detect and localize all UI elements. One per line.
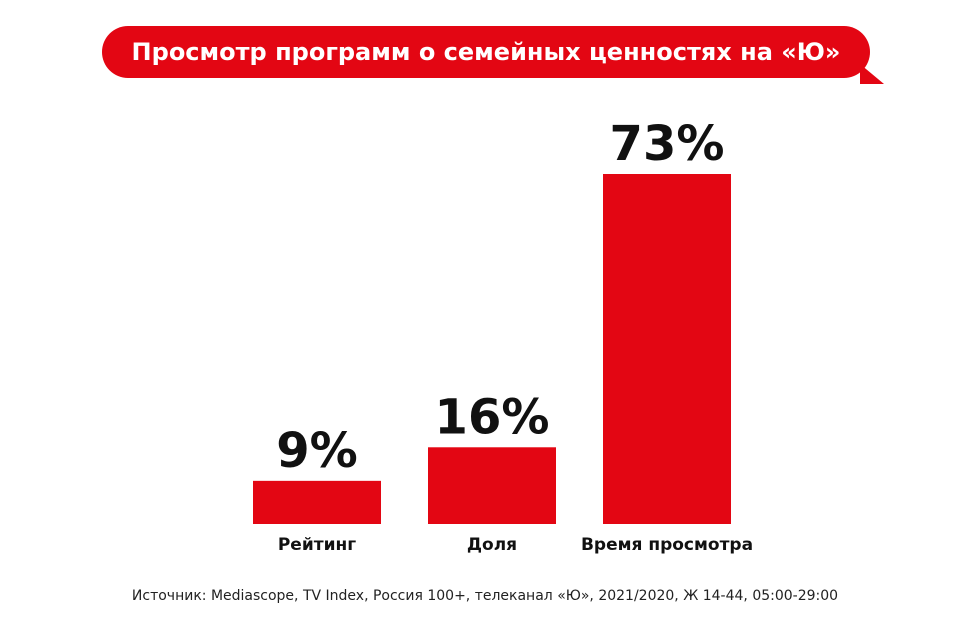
value-label-2: 16%: [435, 389, 550, 445]
value-label-1: 9%: [276, 423, 358, 479]
bar-3: [603, 174, 731, 524]
value-label-3: 73%: [610, 116, 725, 172]
bar-chart: 9% Рейтинг 16% Доля 73% Время просмотра: [253, 116, 753, 555]
bar-2: [428, 447, 556, 524]
source-note: Источник: Mediascope, TV Index, Россия 1…: [131, 588, 839, 604]
bar-1: [253, 480, 381, 524]
chart-title-banner: Просмотр программ о семейных ценностях н…: [102, 26, 884, 84]
chart-title: Просмотр программ о семейных ценностях н…: [131, 38, 841, 66]
category-label-3: Время просмотра: [581, 535, 753, 555]
speech-bubble-tail-icon: [860, 64, 884, 84]
category-label-2: Доля: [467, 535, 517, 555]
title-speech-bubble: [102, 26, 870, 78]
category-label-1: Рейтинг: [278, 535, 356, 555]
